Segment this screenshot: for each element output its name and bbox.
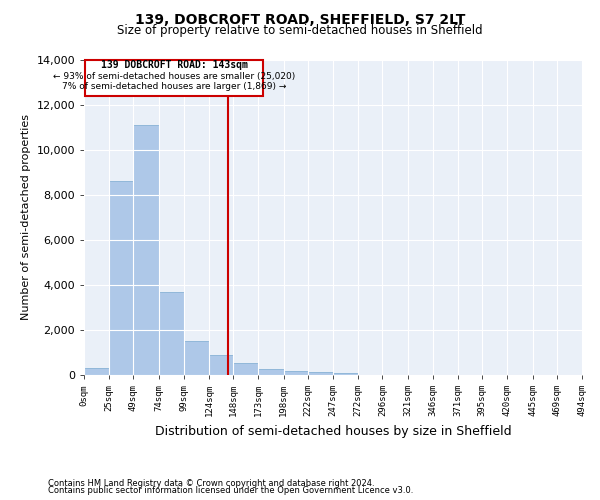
Text: Contains HM Land Registry data © Crown copyright and database right 2024.: Contains HM Land Registry data © Crown c… bbox=[48, 478, 374, 488]
Bar bbox=[259, 369, 284, 375]
Bar bbox=[284, 371, 308, 375]
Bar bbox=[184, 341, 209, 375]
Bar bbox=[158, 292, 184, 375]
Bar bbox=[333, 373, 358, 375]
Bar bbox=[133, 125, 158, 375]
FancyBboxPatch shape bbox=[85, 60, 263, 96]
Bar bbox=[209, 355, 233, 375]
Text: 7% of semi-detached houses are larger (1,869) →: 7% of semi-detached houses are larger (1… bbox=[62, 82, 286, 91]
Bar bbox=[84, 368, 109, 375]
Text: Contains public sector information licensed under the Open Government Licence v3: Contains public sector information licen… bbox=[48, 486, 413, 495]
Bar bbox=[233, 362, 259, 375]
Text: 139, DOBCROFT ROAD, SHEFFIELD, S7 2LT: 139, DOBCROFT ROAD, SHEFFIELD, S7 2LT bbox=[135, 12, 465, 26]
Y-axis label: Number of semi-detached properties: Number of semi-detached properties bbox=[21, 114, 31, 320]
X-axis label: Distribution of semi-detached houses by size in Sheffield: Distribution of semi-detached houses by … bbox=[155, 424, 511, 438]
Text: 139 DOBCROFT ROAD: 143sqm: 139 DOBCROFT ROAD: 143sqm bbox=[101, 60, 248, 70]
Bar bbox=[109, 182, 133, 375]
Bar bbox=[308, 372, 333, 375]
Text: Size of property relative to semi-detached houses in Sheffield: Size of property relative to semi-detach… bbox=[117, 24, 483, 37]
Text: ← 93% of semi-detached houses are smaller (25,020): ← 93% of semi-detached houses are smalle… bbox=[53, 72, 295, 81]
